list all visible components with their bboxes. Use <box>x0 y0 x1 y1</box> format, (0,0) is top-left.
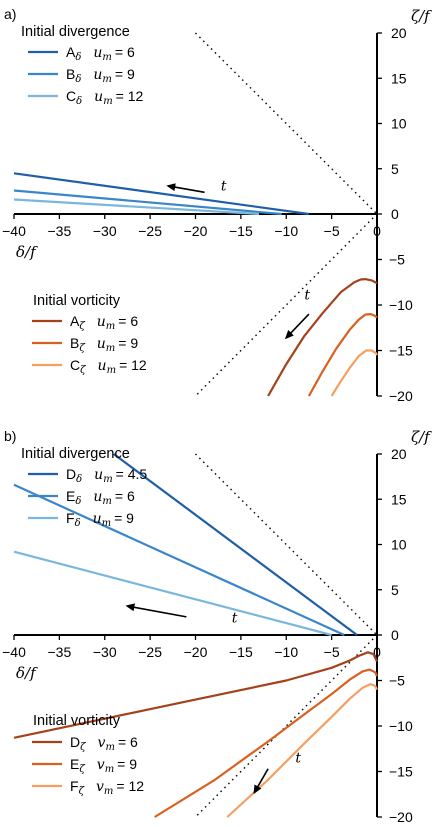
x-tick-label: −5 <box>324 644 340 660</box>
x-tick-label: −35 <box>48 644 72 660</box>
x-axis-label: δ/f <box>16 664 38 682</box>
x-tick-label: −30 <box>93 223 117 239</box>
time-arrow-label: t <box>232 610 238 626</box>
series-line-4 <box>307 313 378 397</box>
x-tick-label: −10 <box>274 223 298 239</box>
series-line-5 <box>330 349 378 397</box>
legend-entry: Fδ um = 9 <box>66 510 134 529</box>
legend-entry: Aζ um = 6 <box>70 313 138 332</box>
x-tick-label: −15 <box>229 644 253 660</box>
y-tick-label: −20 <box>389 809 413 825</box>
series-line-0 <box>113 453 358 636</box>
x-tick-label: −25 <box>138 644 162 660</box>
y-tick-label: −15 <box>389 343 413 359</box>
series-line-2 <box>13 550 332 637</box>
x-tick-label: −10 <box>274 644 298 660</box>
y-tick-label: 15 <box>391 491 407 507</box>
time-arrow-label: t <box>221 178 227 194</box>
series-line-0 <box>13 172 310 216</box>
y-tick-label: 10 <box>391 537 407 553</box>
time-arrow <box>253 768 269 795</box>
x-tick-label: −15 <box>229 223 253 239</box>
y-axis-label: ζ/f <box>411 428 432 446</box>
x-tick-label: −20 <box>184 644 208 660</box>
y-tick-label: 15 <box>391 70 407 86</box>
legend-entry: Dζ vm = 6 <box>70 734 138 753</box>
panel-label: b) <box>4 428 16 444</box>
x-tick-label: 0 <box>373 223 381 239</box>
y-tick-label: 5 <box>391 161 399 177</box>
legend-entry: Cζ um = 12 <box>70 357 147 376</box>
y-tick-label: −5 <box>389 252 405 268</box>
x-tick-label: −5 <box>324 223 340 239</box>
time-arrow <box>166 183 205 194</box>
x-axis-label: δ/f <box>16 243 38 261</box>
legend-entry: Bζ um = 9 <box>70 335 138 354</box>
legend-entry: Bδ um = 9 <box>66 66 135 85</box>
legend-divergence-title: Initial divergence <box>21 24 130 40</box>
legend-divergence-title: Initial divergence <box>21 446 130 462</box>
y-tick-label: −15 <box>389 764 413 780</box>
series-line-1 <box>13 483 345 637</box>
legend-entry: Dδ um = 4.5 <box>66 466 147 485</box>
y-tick-label: −10 <box>389 718 413 734</box>
time-arrow-label: t <box>304 288 310 304</box>
legend-entry: Cδ um = 12 <box>66 88 144 107</box>
panel-b: b) −40 −35 −30 −25 −20 −15 −10 −5 0 20 15 10 5 0 −5 −10 −… <box>2 428 432 825</box>
y-tick-label: −20 <box>389 388 413 404</box>
legend-entry: Eζ vm = 9 <box>70 756 137 775</box>
x-tick-label: −25 <box>138 223 162 239</box>
y-tick-label: 20 <box>391 446 407 462</box>
series-line-3 <box>267 278 378 397</box>
x-tick-label: −30 <box>93 644 117 660</box>
y-tick-label: 10 <box>391 116 407 132</box>
x-tick-label: −40 <box>2 644 26 660</box>
y-tick-label: 0 <box>391 627 399 643</box>
time-arrow <box>125 603 187 618</box>
series-line-1 <box>13 189 282 216</box>
y-tick-label: −5 <box>389 673 405 689</box>
panel-a: a) −40 −35 −30 −25 −20 −15 −10 −5 0 20 15 10 5 0 −5 −10 −… <box>2 6 432 404</box>
series-line-3 <box>13 651 378 739</box>
panel-label: a) <box>4 6 16 22</box>
y-tick-label: 0 <box>391 206 399 222</box>
y-tick-label: 5 <box>391 582 399 598</box>
time-arrow <box>284 313 310 340</box>
series-line-2 <box>13 198 260 216</box>
dotted-guide <box>195 634 378 818</box>
x-tick-label: −40 <box>2 223 26 239</box>
series-line-5 <box>226 682 378 818</box>
legend-vorticity-title: Initial vorticity <box>33 713 121 729</box>
legend-entry: Aδ um = 6 <box>66 44 135 63</box>
series-line-4 <box>154 668 378 818</box>
time-arrow-label: t <box>295 750 301 766</box>
legend-vorticity-title: Initial vorticity <box>33 293 121 309</box>
x-tick-label: −35 <box>48 223 72 239</box>
y-tick-label: −10 <box>389 297 413 313</box>
legend-entry: Fζ vm = 12 <box>70 778 144 797</box>
y-tick-label: 20 <box>391 25 407 41</box>
x-tick-label: −20 <box>184 223 208 239</box>
legend-entry: Eδ um = 6 <box>66 488 135 507</box>
x-tick-label: 0 <box>373 644 381 660</box>
y-axis-label: ζ/f <box>411 7 432 25</box>
